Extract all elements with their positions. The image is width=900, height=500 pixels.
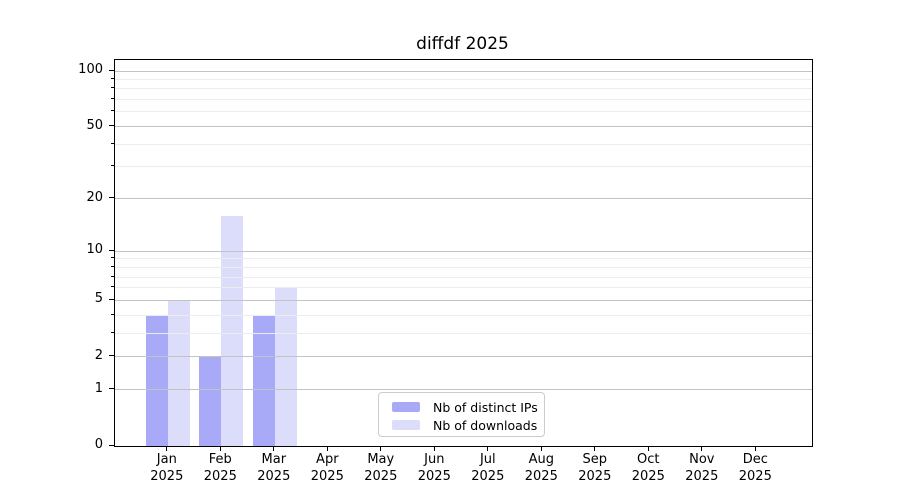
y-minor-tick-30 <box>111 165 114 167</box>
x-tick-label-mar: Mar 2025 <box>257 452 291 484</box>
bar-nb-of-downloads-jan <box>167 300 190 446</box>
y-tick-label-20: 20 <box>86 189 103 205</box>
x-tick-label-jun: Jun 2025 <box>417 452 451 484</box>
bar-nb-of-distinct-ips-feb <box>199 356 222 446</box>
y-tick-100 <box>109 69 114 71</box>
y-tick-label-10: 10 <box>86 242 103 258</box>
x-tick-label-aug: Aug 2025 <box>524 452 558 484</box>
y-tick-0 <box>109 444 114 446</box>
x-tick-dec <box>754 446 756 451</box>
x-tick-label-may: May 2025 <box>364 452 398 484</box>
y-tick-50 <box>109 125 114 127</box>
legend-label-downloads: Nb of downloads <box>433 417 538 433</box>
x-tick-label-apr: Apr 2025 <box>310 452 344 484</box>
y-tick-label-1: 1 <box>94 380 103 396</box>
y-tick-label-2: 2 <box>94 347 103 363</box>
x-tick-label-feb: Feb 2025 <box>203 452 237 484</box>
y-tick-2 <box>109 355 114 357</box>
y-tick-label-5: 5 <box>94 291 103 307</box>
y-tick-label-100: 100 <box>78 62 103 77</box>
legend-swatch-downloads-icon <box>392 420 420 430</box>
x-tick-mar <box>273 446 275 451</box>
chart-title: diffdf 2025 <box>416 34 509 54</box>
x-tick-sep <box>594 446 596 451</box>
x-tick-oct <box>647 446 649 451</box>
legend: Nb of distinct IPs Nb of downloads <box>378 392 545 437</box>
bar-nb-of-downloads-feb <box>221 215 244 446</box>
y-minor-tick-4 <box>111 313 114 315</box>
x-tick-may <box>380 446 382 451</box>
x-tick-label-jul: Jul 2025 <box>471 452 505 484</box>
y-tick-5 <box>109 298 114 300</box>
bar-nb-of-distinct-ips-mar <box>252 315 275 446</box>
x-tick-jun <box>433 446 435 451</box>
y-minor-tick-3 <box>111 331 114 333</box>
y-minor-tick-40 <box>111 142 114 144</box>
legend-item-downloads: Nb of downloads <box>387 416 538 434</box>
y-tick-10 <box>109 249 114 251</box>
y-minor-tick-7 <box>111 275 114 277</box>
y-tick-label-50: 50 <box>86 117 103 133</box>
y-tick-20 <box>109 197 114 199</box>
y-minor-tick-80 <box>111 87 114 89</box>
bar-nb-of-downloads-mar <box>274 287 297 446</box>
x-tick-jan <box>166 446 168 451</box>
y-minor-tick-90 <box>111 77 114 79</box>
y-minor-tick-9 <box>111 257 114 259</box>
y-minor-tick-70 <box>111 98 114 100</box>
plot-area <box>114 59 813 447</box>
bars-layer <box>115 60 812 446</box>
y-minor-tick-8 <box>111 265 114 267</box>
x-tick-label-nov: Nov 2025 <box>685 452 719 484</box>
y-minor-tick-6 <box>111 286 114 288</box>
x-tick-aug <box>540 446 542 451</box>
x-tick-apr <box>326 446 328 451</box>
y-tick-1 <box>109 388 114 390</box>
bar-nb-of-distinct-ips-jan <box>145 315 168 446</box>
legend-item-distinct-ips: Nb of distinct IPs <box>387 398 538 416</box>
x-tick-label-jan: Jan 2025 <box>150 452 184 484</box>
x-tick-feb <box>219 446 221 451</box>
legend-label-distinct-ips: Nb of distinct IPs <box>433 399 538 415</box>
x-tick-label-oct: Oct 2025 <box>631 452 665 484</box>
x-tick-nov <box>701 446 703 451</box>
x-tick-label-sep: Sep 2025 <box>578 452 612 484</box>
legend-swatch-distinct-ips-icon <box>392 402 420 412</box>
y-minor-tick-60 <box>111 110 114 112</box>
x-tick-jul <box>487 446 489 451</box>
x-tick-label-dec: Dec 2025 <box>738 452 772 484</box>
y-tick-label-0: 0 <box>94 437 103 452</box>
